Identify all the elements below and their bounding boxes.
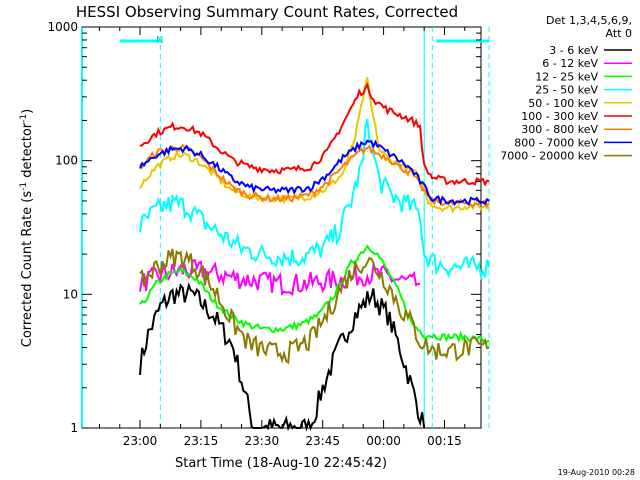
y-label-sup2: -1 [19,114,29,123]
legend-entry-label: 3 - 6 keV [549,44,598,57]
legend-entry-label: 100 - 300 keV [521,110,598,123]
series-layer [81,27,491,432]
night-flag-label: N [156,35,163,46]
axis-layer: 23:00 23:15 23:30 23:45 00:00 00:15 1 10 100 1000 [47,20,481,448]
y-label-part3: ) [20,109,35,114]
y-label-sup1: -1 [19,182,29,191]
y-axis-label: Corrected Count Rate (s-1 detector-1) [19,109,35,347]
series-line [139,82,490,187]
x-tick-label: 23:30 [245,434,280,448]
legend-entry-label: 300 - 800 keV [521,123,598,136]
x-tick-label: 00:00 [366,434,401,448]
legend-entry-label: 7000 - 20000 keV [500,150,598,163]
legend-entry-label: 12 - 25 keV [535,70,598,83]
y-tick-label: 10 [63,287,78,301]
y-tick-label: 1 [70,421,78,435]
legend-entry-label: 6 - 12 keV [542,57,598,70]
chart-title: HESSI Observing Summary Count Rates, Cor… [76,3,458,21]
legend-header-line2: Att 0 [606,27,632,40]
series-line [139,139,490,207]
series-line [139,248,490,365]
y-label-part2: detector [20,122,35,182]
series-line [139,77,490,214]
y-tick-label: 1000 [47,20,78,34]
legend-entry-label: 800 - 7000 keV [514,136,598,149]
legend-entry-label: 50 - 100 keV [528,97,598,110]
legend-header-line1: Det 1,3,4,5,6,9, [546,14,632,27]
x-tick-label: 23:00 [123,434,158,448]
x-tick-label: 23:15 [184,434,219,448]
series-line [139,118,491,281]
y-tick-label: 100 [55,154,78,168]
x-tick-label: 00:15 [427,434,462,448]
series-line [139,244,490,344]
y-label-part1: Corrected Count Rate (s [20,191,35,348]
timestamp: 19-Aug-2010 00:28 [558,468,635,477]
legend-entry-label: 25 - 50 keV [535,84,598,97]
x-axis-label: Start Time (18-Aug-10 22:45:42) [175,456,387,471]
x-tick-label: 23:45 [305,434,340,448]
